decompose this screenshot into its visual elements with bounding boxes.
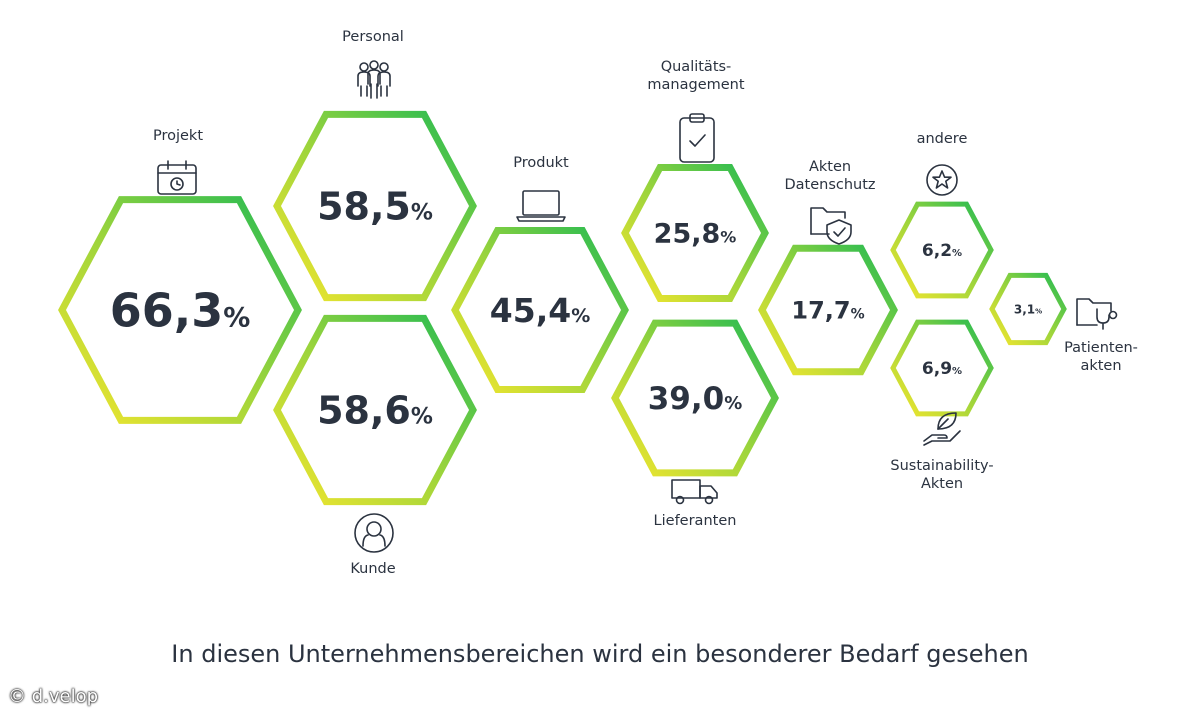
leaf-hand-icon (923, 412, 961, 446)
laptop-icon (516, 190, 566, 222)
category-label-3: Kunde (350, 561, 395, 577)
hexagon-10 (989, 272, 1067, 346)
clipboard-check-icon (679, 113, 715, 163)
folder-stethoscope-icon (1076, 298, 1118, 330)
value-label-9: 6,9% (922, 359, 962, 379)
category-label-1: Projekt (153, 128, 203, 144)
hexagon-7 (758, 244, 898, 376)
hexagon-3 (273, 314, 477, 506)
value-label-5: 25,8% (654, 219, 737, 250)
category-label-4: Produkt (513, 155, 569, 171)
category-label-7: Akten Datenschutz (784, 159, 875, 193)
value-label-4: 45,4% (490, 291, 590, 330)
hexagon-6 (611, 319, 779, 477)
chart-title: In diesen Unternehmensbereichen wird ein… (171, 640, 1029, 668)
category-label-8: andere (917, 131, 968, 147)
category-label-6: Lieferanten (654, 513, 737, 529)
hexagon-2 (273, 110, 477, 302)
value-label-1: 66,3% (110, 284, 251, 338)
hexagon-5 (621, 164, 769, 302)
category-label-2: Personal (342, 29, 404, 45)
star-circle-icon (926, 164, 958, 196)
folder-shield-icon (810, 207, 852, 245)
hexagon-8 (890, 201, 994, 299)
value-label-6: 39,0% (648, 381, 743, 417)
value-label-7: 17,7% (791, 297, 864, 325)
value-label-10: 3,1% (1014, 302, 1042, 316)
value-label-2: 58,5% (317, 185, 433, 229)
category-label-9: Sustainability-Akten (890, 458, 993, 492)
category-label-5: Qualitäts-management (647, 59, 744, 93)
value-label-3: 58,6% (317, 389, 433, 433)
truck-icon (671, 479, 718, 505)
person-circle-icon (354, 513, 394, 553)
category-label-10: Patienten-akten (1064, 340, 1138, 374)
value-label-8: 6,2% (922, 241, 962, 261)
hexagon-9 (890, 319, 994, 417)
copyright-notice: © d.velop (8, 686, 99, 707)
hexagon-4 (451, 227, 629, 393)
calendar-icon (157, 160, 197, 195)
people-icon (357, 60, 391, 99)
hexagon-1 (58, 196, 302, 424)
